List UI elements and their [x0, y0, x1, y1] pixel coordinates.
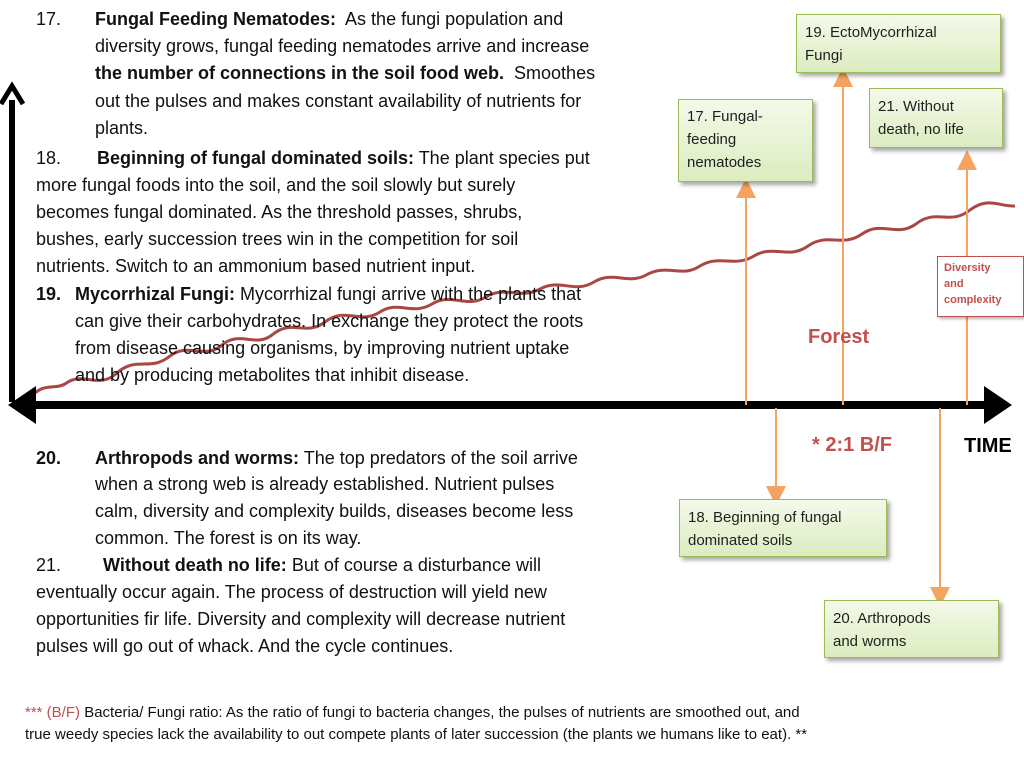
p21-line-4: pulses will go out of whack. And the cyc… — [36, 636, 454, 656]
p19-line-4: and by producing metabolites that inhibi… — [75, 365, 470, 385]
p17-line-5: plants. — [95, 118, 149, 138]
p18-number: 18. — [36, 148, 62, 168]
p20-number: 20. — [36, 448, 62, 468]
p17-number: 17. — [36, 9, 62, 29]
box17-line-1: 17. Fungal- — [687, 108, 763, 125]
p21-heading: Without death no life: — [103, 555, 287, 575]
box-ectomycorrhizal-fungi: 19. EctoMycorrhizal Fungi — [796, 14, 1001, 73]
diversity-line-1: Diversity — [944, 262, 991, 274]
time-axis-label: TIME — [964, 435, 1012, 457]
p17-heading: Fungal Feeding Nematodes: — [95, 9, 337, 29]
footnote-line-1: *** (B/F) Bacteria/ Fungi ratio: As the … — [25, 702, 800, 724]
p20-line-1: Arthropods and worms: The top predators … — [95, 445, 578, 472]
y-axis-arrowhead — [0, 81, 26, 106]
box-beginning-of-fungal-soils: 18. Beginning of fungal dominated soils — [679, 499, 887, 557]
p21-line-1: Without death no life: But of course a d… — [103, 552, 541, 579]
p17-text-1: As the fungi population and — [345, 9, 564, 29]
forest-label: Forest — [808, 326, 870, 348]
footnote-line-2: true weedy species lack the availability… — [25, 726, 808, 743]
p21-line-3: opportunities fir life. Diversity and co… — [36, 609, 566, 629]
p18-line-4: bushes, early succession trees win in th… — [36, 229, 519, 249]
p19-heading: Mycorrhizal Fungi: — [75, 284, 236, 304]
diversity-line-2: and — [944, 278, 964, 290]
diversity-curve — [28, 201, 1016, 400]
p17-text-3: Smoothes — [514, 63, 596, 83]
p19-line-3: from disease causing organisms, by impro… — [75, 338, 570, 358]
p18-line-5: nutrients. Switch to an ammonium based n… — [36, 256, 476, 276]
p21-number: 21. — [36, 555, 62, 575]
p20-heading: Arthropods and worms: — [95, 448, 300, 468]
box21-line-1: 21. Without — [878, 98, 954, 115]
p19-line-2: can give their carbohydrates. In exchang… — [75, 311, 584, 331]
box17-line-2: feeding — [687, 131, 737, 148]
box20-line-1: 20. Arthropods — [833, 610, 931, 627]
time-axis-left-arrowhead — [8, 386, 36, 424]
box17-line-3: nematodes — [687, 154, 762, 171]
box19-line-2: Fungi — [805, 47, 843, 64]
p17-line-1: Fungal Feeding Nematodes: As the fungi p… — [95, 6, 563, 33]
p18-line-2: more fungal foods into the soil, and the… — [36, 175, 516, 195]
p19-line-1: Mycorrhizal Fungi: Mycorrhizal fungi arr… — [75, 281, 581, 308]
p19-number: 19. — [36, 284, 62, 304]
p20-line-4: common. The forest is on its way. — [95, 528, 362, 548]
diversity-complexity-label: Diversity and complexity — [937, 256, 1024, 317]
p17-line-2: diversity grows, fungal feeding nematode… — [95, 36, 590, 56]
p19-text-1: Mycorrhizal fungi arrive with the plants… — [240, 284, 582, 304]
footnote-prefix: *** (B/F) — [25, 704, 81, 721]
p20-line-3: calm, diversity and complexity builds, d… — [95, 501, 574, 521]
box-arthropods-and-worms: 20. Arthropods and worms — [824, 600, 999, 658]
ratio-label: * 2:1 B/F — [812, 434, 893, 456]
box18-line-2: dominated soils — [688, 532, 793, 549]
p21-line-2: eventually occur again. The process of d… — [36, 582, 547, 602]
p20-line-2: when a strong web is already established… — [95, 474, 555, 494]
p17-emphasis: the number of connections in the soil fo… — [95, 63, 505, 83]
footnote-text-1: Bacteria/ Fungi ratio: As the ratio of f… — [84, 704, 800, 721]
box18-line-1: 18. Beginning of fungal — [688, 509, 842, 526]
p18-heading: Beginning of fungal dominated soils: — [97, 148, 414, 168]
p18-line-1: Beginning of fungal dominated soils: The… — [97, 145, 590, 172]
p18-text-1: The plant species put — [418, 148, 590, 168]
p17-line-4: out the pulses and makes constant availa… — [95, 91, 582, 111]
box21-line-2: death, no life — [878, 121, 964, 138]
time-axis-right-arrowhead — [984, 386, 1012, 424]
p17-line-3: the number of connections in the soil fo… — [95, 60, 595, 87]
p18-line-3: becomes fungal dominated. As the thresho… — [36, 202, 523, 222]
p20-text-1: The top predators of the soil arrive — [303, 448, 578, 468]
box20-line-2: and worms — [833, 633, 907, 650]
box19-line-1: 19. EctoMycorrhizal — [805, 24, 937, 41]
diversity-line-3: complexity — [944, 294, 1002, 306]
box-without-death-no-life: 21. Without death, no life — [869, 88, 1003, 148]
box-fungal-feeding-nematodes: 17. Fungal- feeding nematodes — [678, 99, 813, 182]
p21-text-1: But of course a disturbance will — [291, 555, 541, 575]
